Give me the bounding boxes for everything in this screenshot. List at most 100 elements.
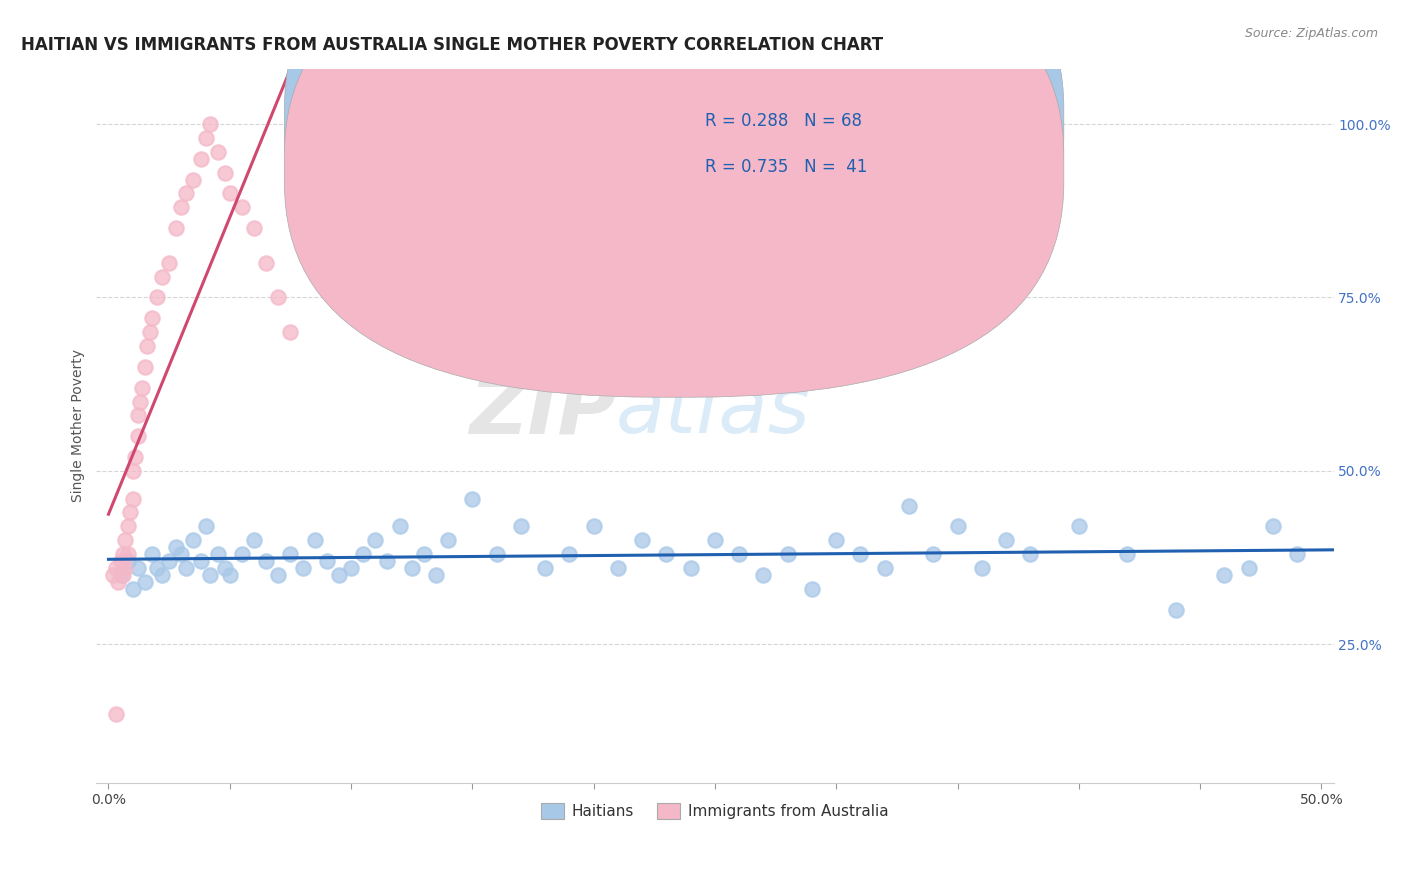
Point [120,506,142,520]
Point [231,200,253,214]
Point [267,568,290,582]
Point [114,561,136,575]
Point [114,533,136,548]
Point [214,561,236,575]
Point [267,290,290,304]
Point [131,381,153,395]
Point [946,519,969,533]
Point [1116,547,1139,561]
Point [190,554,212,568]
Point [150,269,173,284]
Point [112,568,135,582]
Point [218,568,240,582]
Point [117,519,139,533]
Point [401,561,423,575]
Point [124,450,146,464]
Point [558,547,581,561]
Point [304,533,326,548]
Point [280,325,302,339]
Point [190,152,212,166]
Point [377,554,399,568]
Point [1237,561,1260,575]
Text: ZIP: ZIP [468,373,616,450]
Point [243,533,266,548]
Text: R = 0.735   N =  41: R = 0.735 N = 41 [704,158,868,176]
Point [157,554,180,568]
Point [141,311,163,326]
FancyBboxPatch shape [284,0,1064,397]
Text: Source: ZipAtlas.com: Source: ZipAtlas.com [1244,27,1378,40]
Point [340,561,363,575]
Point [1164,602,1187,616]
Point [194,131,217,145]
Point [315,554,337,568]
Point [218,186,240,201]
Point [117,547,139,561]
Point [207,547,229,561]
Point [165,221,187,235]
Point [127,561,149,575]
Point [631,533,654,548]
Legend: Haitians, Immigrants from Australia: Haitians, Immigrants from Australia [536,797,894,825]
Point [141,547,163,561]
Point [509,519,531,533]
Point [138,325,160,339]
Point [121,464,143,478]
Point [328,568,350,582]
Y-axis label: Single Mother Poverty: Single Mother Poverty [72,350,86,502]
Point [194,519,217,533]
Point [1213,568,1236,582]
FancyBboxPatch shape [284,0,1064,351]
Point [582,519,605,533]
Point [207,145,229,159]
Point [970,561,993,575]
Point [280,547,302,561]
Point [728,547,751,561]
Point [110,554,132,568]
Point [134,359,156,374]
Point [121,582,143,596]
Point [254,554,277,568]
Point [254,256,277,270]
Point [157,256,180,270]
Point [1019,547,1042,561]
Point [703,533,725,548]
Point [134,574,156,589]
Point [243,221,266,235]
Point [103,568,125,582]
Point [1286,547,1309,561]
Point [136,339,159,353]
Point [995,533,1018,548]
Text: atlas: atlas [616,373,811,450]
Point [1067,519,1090,533]
Point [183,533,205,548]
Point [291,561,314,575]
Point [146,290,169,304]
Point [485,547,508,561]
Point [873,561,896,575]
Point [170,200,193,214]
Point [146,561,169,575]
Point [174,186,197,201]
Point [129,394,152,409]
Point [121,491,143,506]
Point [364,533,387,548]
Point [107,574,129,589]
Point [170,547,193,561]
Point [174,561,197,575]
Point [165,540,187,554]
Point [352,547,374,561]
Point [214,165,236,179]
Point [534,561,557,575]
Point [776,547,799,561]
Point [104,706,127,721]
Point [437,533,460,548]
Point [1261,519,1284,533]
Point [922,547,945,561]
Point [231,547,253,561]
Point [655,547,678,561]
FancyBboxPatch shape [641,90,1012,201]
Point [679,561,702,575]
Point [412,547,434,561]
Point [461,491,484,506]
